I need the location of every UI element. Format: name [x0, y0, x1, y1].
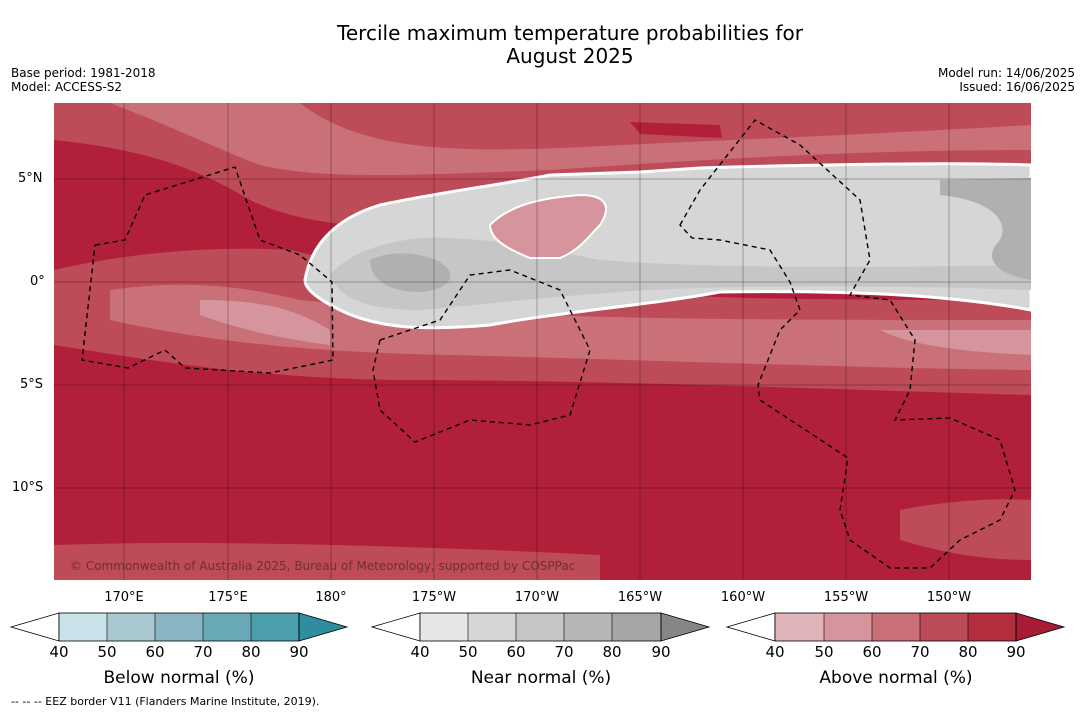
above-tick: 40	[765, 643, 785, 661]
below-tick: 60	[145, 643, 165, 661]
near-tick: 60	[506, 643, 526, 661]
above-80-band-bottom	[54, 543, 600, 580]
lon-label-175e: 175°E	[208, 590, 248, 605]
near-70-patch-east	[940, 178, 1031, 280]
copyright-text: © Commonwealth of Australia 2025, Bureau…	[70, 559, 576, 573]
near-60-band	[330, 237, 1031, 310]
colorbar-above	[725, 612, 1066, 642]
meta-left: Base period: 1981-2018 Model: ACCESS-S2	[11, 66, 156, 94]
lon-label-170w: 170°W	[514, 590, 560, 605]
near-tick: 90	[651, 643, 671, 661]
lat-label-0: 0°	[30, 274, 45, 289]
lon-label-165w: 165°W	[617, 590, 663, 605]
near-tick: 70	[554, 643, 574, 661]
map-title: Tercile maximum temperature probabilitie…	[0, 22, 1085, 68]
below-tick: 50	[97, 643, 117, 661]
title-line-2: August 2025	[506, 44, 634, 68]
below-normal-title: Below normal (%)	[103, 668, 255, 688]
above-tick: 90	[1006, 643, 1026, 661]
above-60-patch-west	[200, 300, 330, 345]
below-tick: 80	[241, 643, 261, 661]
below-tick: 70	[193, 643, 213, 661]
model-run-text: Model run: 14/06/2025	[937, 66, 1075, 80]
above-60-patch-central	[488, 193, 607, 259]
eez-borders	[81, 119, 1016, 569]
meta-right: Model run: 14/06/2025 Issued: 16/06/2025	[938, 66, 1075, 94]
lon-label-180: 180°	[315, 590, 347, 605]
above-tick: 70	[910, 643, 930, 661]
above-90-patch	[630, 122, 722, 138]
colorbar-near	[370, 612, 711, 642]
above-tick: 80	[958, 643, 978, 661]
lon-label-160w: 160°W	[720, 590, 766, 605]
below-tick: 40	[49, 643, 69, 661]
lat-label-5n: 5°N	[18, 171, 43, 186]
map-field	[54, 103, 1031, 580]
eez-footnote: -- -- -- EEZ border V11 (Flanders Marine…	[11, 695, 320, 708]
near-70-patch-west	[370, 253, 451, 292]
base-period-text: Base period: 1981-2018	[11, 66, 156, 80]
lon-label-175w: 175°W	[411, 590, 457, 605]
above-80-patch-southeast	[900, 499, 1031, 560]
issued-text: Issued: 16/06/2025	[959, 80, 1075, 94]
above-normal-title: Above normal (%)	[819, 668, 973, 688]
below-tick: 90	[289, 643, 309, 661]
near-normal-title: Near normal (%)	[470, 668, 612, 688]
colorbar-below	[9, 612, 349, 642]
title-line-1: Tercile maximum temperature probabilitie…	[337, 21, 803, 45]
lon-label-155w: 155°W	[823, 590, 869, 605]
above-tick: 60	[862, 643, 882, 661]
lon-label-150w: 150°W	[926, 590, 972, 605]
lat-label-10s: 10°S	[12, 480, 44, 495]
near-tick: 50	[458, 643, 478, 661]
above-60-patch-east	[880, 330, 1031, 355]
model-text: Model: ACCESS-S2	[11, 80, 123, 94]
lon-label-170e: 170°E	[104, 590, 144, 605]
near-tick: 80	[602, 643, 622, 661]
lat-label-5s: 5°S	[20, 377, 44, 392]
above-tick: 50	[814, 643, 834, 661]
graticule	[54, 103, 1031, 580]
near-tick: 40	[410, 643, 430, 661]
